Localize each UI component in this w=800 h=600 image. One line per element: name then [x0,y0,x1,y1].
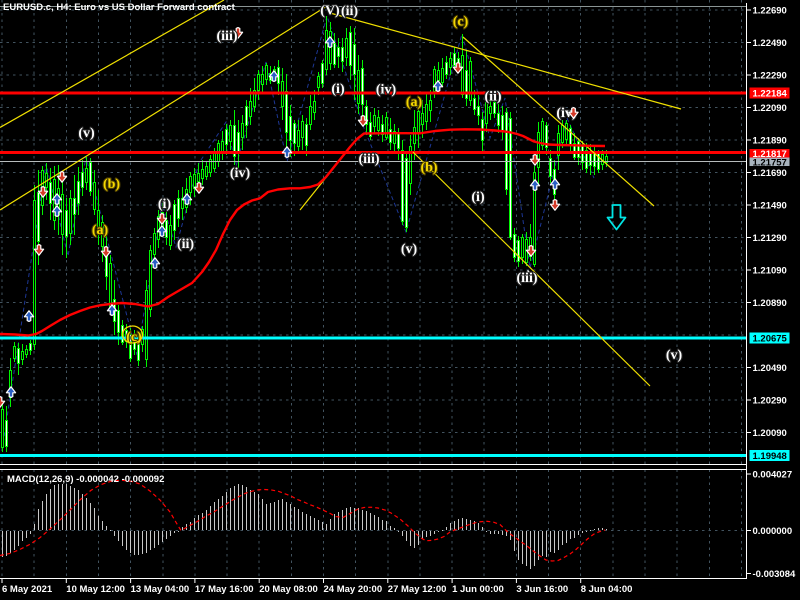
svg-text:24 May 20:00: 24 May 20:00 [324,584,383,595]
svg-text:1.21490: 1.21490 [753,201,787,212]
svg-text:1.22490: 1.22490 [753,38,787,49]
svg-text:10 May 12:00: 10 May 12:00 [66,584,125,595]
svg-text:0.004027: 0.004027 [753,470,793,481]
svg-text:1 Jun 00:00: 1 Jun 00:00 [452,584,504,595]
svg-text:(i): (i) [331,82,345,97]
svg-text:MACD(12,26,9) -0.000042 -0.000: MACD(12,26,9) -0.000042 -0.000092 [7,474,164,485]
svg-text:(ii): (ii) [341,4,358,19]
svg-text:1.22690: 1.22690 [753,6,787,17]
svg-text:(i): (i) [158,197,172,212]
svg-text:(v): (v) [401,242,418,257]
svg-text:1.21757: 1.21757 [753,157,787,168]
svg-text:(a): (a) [92,223,109,238]
svg-text:(iii): (iii) [359,152,380,167]
svg-text:20 May 08:00: 20 May 08:00 [259,584,318,595]
svg-text:(ii): (ii) [484,90,501,105]
svg-text:(b): (b) [420,161,437,176]
svg-text:(a): (a) [406,95,423,110]
svg-text:17 May 16:00: 17 May 16:00 [195,584,254,595]
svg-text:1.20490: 1.20490 [753,363,787,374]
svg-text:EURUSD.c, H4: Euro vs US Doll: EURUSD.c, H4: Euro vs US Dollar Forward … [3,2,236,13]
svg-text:(v): (v) [666,348,683,363]
svg-text:1.21290: 1.21290 [753,233,787,244]
svg-text:1.20290: 1.20290 [753,396,787,407]
svg-text:1.21090: 1.21090 [753,266,787,277]
svg-text:1.20890: 1.20890 [753,298,787,309]
svg-text:(V): (V) [320,4,340,19]
svg-text:1.22090: 1.22090 [753,103,787,114]
svg-text:27 May 12:00: 27 May 12:00 [388,584,447,595]
svg-text:6 May 2021: 6 May 2021 [2,584,53,595]
svg-text:3 Jun 16:00: 3 Jun 16:00 [516,584,568,595]
svg-text:(c): (c) [453,15,469,30]
svg-text:1.22290: 1.22290 [753,71,787,82]
svg-text:(iii): (iii) [217,29,238,44]
svg-text:0.000000: 0.000000 [753,526,793,537]
svg-text:1.20090: 1.20090 [753,428,787,439]
svg-text:-0.003084: -0.003084 [753,569,797,580]
svg-text:1.21890: 1.21890 [753,136,787,147]
svg-text:1.21817: 1.21817 [753,149,787,160]
svg-text:(iv): (iv) [230,166,251,181]
svg-text:1.21690: 1.21690 [753,168,787,179]
svg-text:(iv): (iv) [376,83,397,98]
svg-text:(ii): (ii) [177,237,194,252]
svg-text:(i): (i) [471,190,485,205]
svg-text:13 May 04:00: 13 May 04:00 [131,584,190,595]
svg-text:1.19948: 1.19948 [753,451,787,462]
svg-text:(b): (b) [103,177,120,192]
svg-text:(iii): (iii) [517,271,538,286]
svg-text:1.22184: 1.22184 [753,89,788,100]
svg-text:(v): (v) [78,126,95,141]
svg-text:1.20675: 1.20675 [753,334,788,345]
svg-text:8 Jun 04:00: 8 Jun 04:00 [581,584,633,595]
